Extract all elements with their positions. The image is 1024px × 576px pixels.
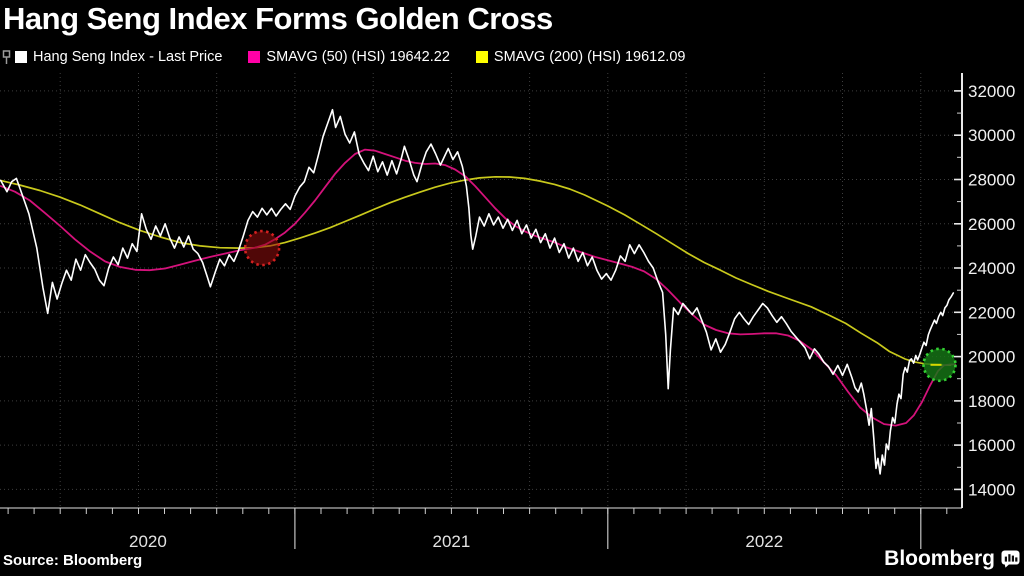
legend-label-smavg200: SMAVG (200) (HSI) 19612.09 [493,49,686,65]
y-tick-label: 18000 [968,392,1015,411]
x-year-label: 2021 [432,532,470,551]
y-tick-label: 14000 [968,480,1015,499]
y-tick-label: 22000 [968,303,1015,322]
page-title: Hang Seng Index Forms Golden Cross [3,1,553,36]
bloomberg-wordmark: Bloomberg [884,547,1020,571]
hsi-last-price-line [0,108,955,475]
legend-label-smavg50: SMAVG (50) (HSI) 19642.22 [266,49,450,65]
smavg-50-line [0,148,957,427]
cross-circle-2020 [243,229,281,267]
legend-swatch-smavg50 [248,51,261,63]
legend-item-smavg50: SMAVG (50) (HSI) 19642.22 [248,49,450,65]
legend-swatch-hsi [15,51,27,63]
y-tick-label: 24000 [968,259,1015,278]
legend-item-hsi: Hang Seng Index - Last Price [15,49,222,65]
bloomberg-logo-icon [1001,550,1020,568]
x-year-label: 2022 [745,532,783,551]
y-tick-label: 32000 [968,82,1015,101]
pin-icon [2,49,11,65]
y-tick-label: 16000 [968,436,1015,455]
y-tick-label: 20000 [968,348,1015,367]
legend-label-hsi: Hang Seng Index - Last Price [33,49,223,65]
bloomberg-wordmark-text: Bloomberg [884,547,995,570]
x-year-label: 2020 [129,532,167,551]
legend-item-smavg200: SMAVG (200) (HSI) 19612.09 [475,49,686,65]
chart-legend: Hang Seng Index - Last Price SMAVG (50) … [2,49,711,65]
smavg-200-line [0,175,952,367]
y-tick-label: 28000 [968,171,1015,190]
y-tick-label: 30000 [968,126,1015,145]
y-tick-label: 26000 [968,215,1015,234]
legend-swatch-smavg200 [475,51,488,63]
source-label: Source: Bloomberg [3,552,143,569]
